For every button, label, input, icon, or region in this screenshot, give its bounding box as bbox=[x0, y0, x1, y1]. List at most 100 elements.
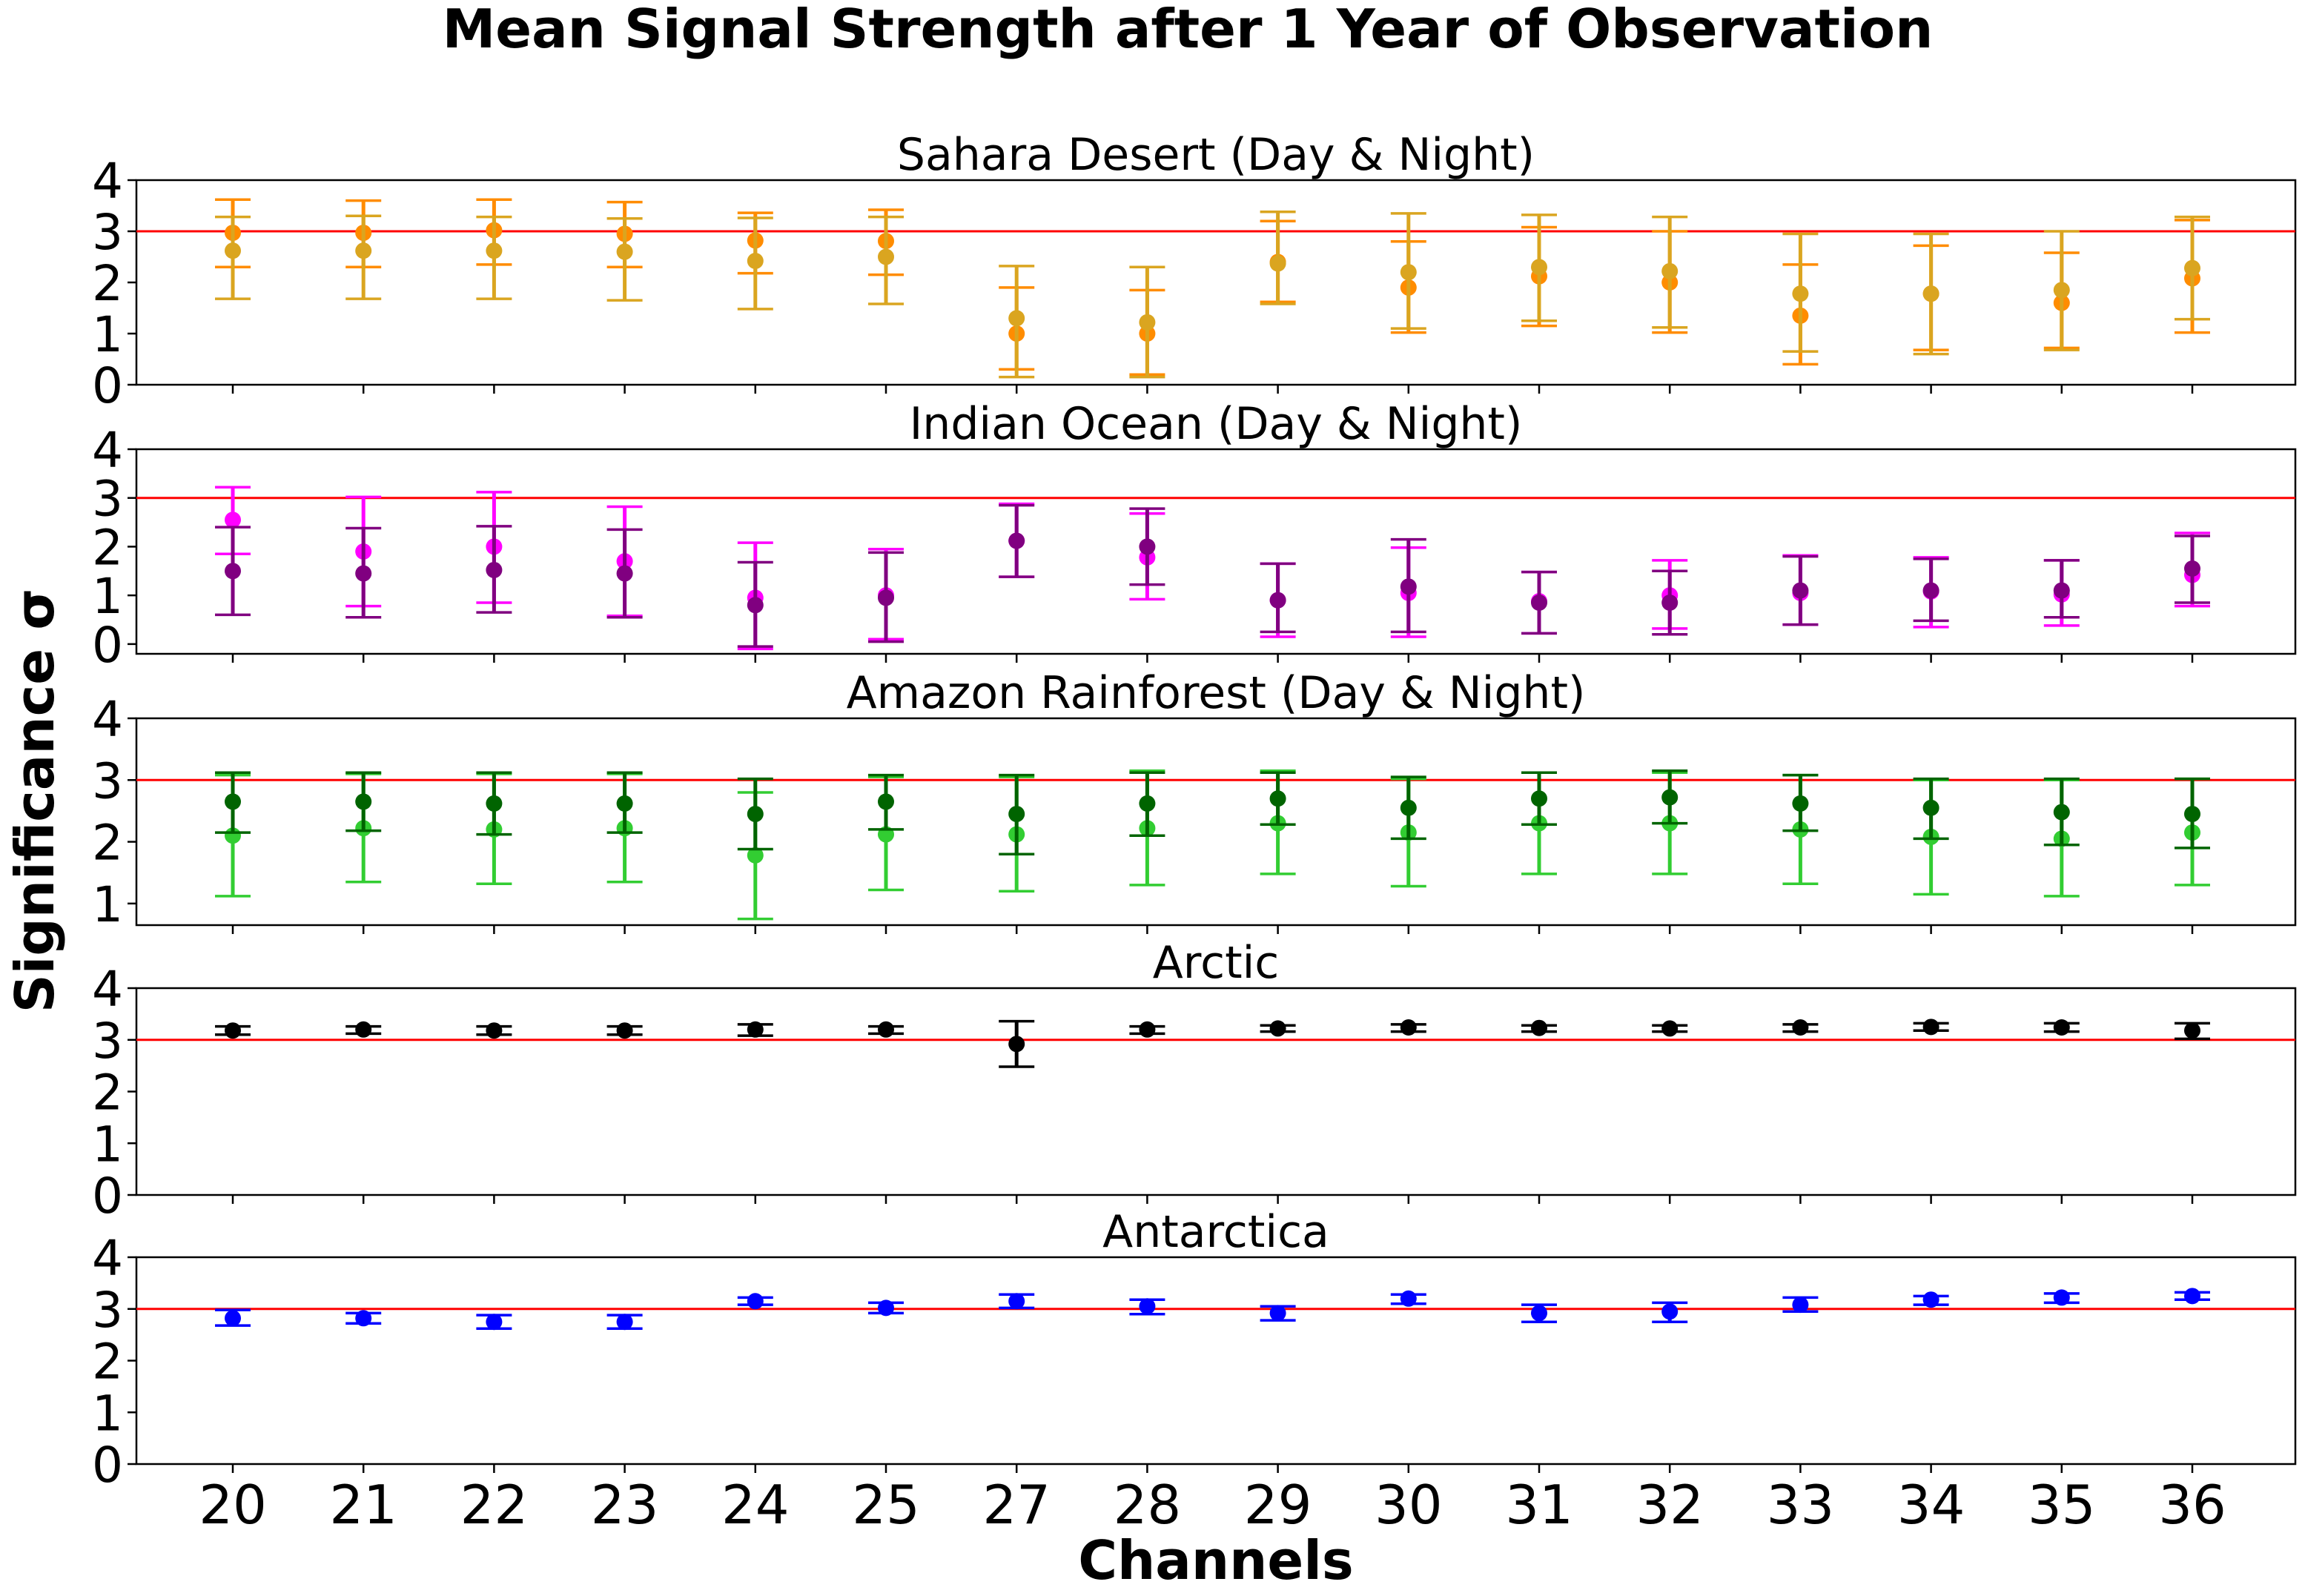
x-tick-label: 33 bbox=[1767, 1474, 1835, 1536]
data-point bbox=[616, 1314, 633, 1331]
y-tick-label: 4 bbox=[92, 691, 123, 748]
y-tick-label: 3 bbox=[92, 471, 123, 528]
panel-3: Amazon Rainforest (Day & Night) 12 34 bbox=[92, 667, 2297, 934]
data-point bbox=[1661, 595, 1679, 611]
data-point bbox=[2053, 582, 2070, 599]
data-point bbox=[1269, 1305, 1286, 1322]
data-point bbox=[1661, 789, 1679, 806]
x-tick-label: 20 bbox=[199, 1474, 267, 1536]
y-tick-label: 3 bbox=[92, 1282, 123, 1339]
x-tick-label: 32 bbox=[1636, 1474, 1704, 1536]
y-tick-label: 0 bbox=[92, 617, 123, 674]
data-point bbox=[1269, 1020, 1286, 1037]
x-tick-label: 29 bbox=[1244, 1474, 1312, 1536]
data-point bbox=[2053, 804, 2070, 821]
data-point bbox=[1139, 314, 1156, 331]
data-point bbox=[747, 597, 764, 614]
data-point bbox=[355, 793, 372, 810]
panel-frame bbox=[135, 448, 2297, 655]
y-tick-label: 0 bbox=[92, 1437, 123, 1494]
data-point bbox=[1008, 806, 1025, 823]
data-point bbox=[747, 1021, 764, 1038]
data-point bbox=[486, 795, 503, 812]
data-point bbox=[1269, 255, 1286, 272]
data-point bbox=[225, 793, 241, 810]
data-point bbox=[1269, 790, 1286, 807]
y-tick-label: 0 bbox=[92, 1168, 123, 1225]
y-tick-label: 1 bbox=[92, 876, 123, 933]
series-1 bbox=[215, 1288, 2210, 1331]
x-tick-label: 36 bbox=[2158, 1474, 2226, 1536]
x-tick-label: 25 bbox=[852, 1474, 920, 1536]
data-point bbox=[1922, 1019, 1939, 1036]
data-point bbox=[2184, 259, 2200, 277]
data-point bbox=[2053, 282, 2070, 299]
data-point bbox=[1792, 582, 1809, 599]
y-tick-label: 4 bbox=[92, 422, 123, 479]
y-tick-label: 1 bbox=[92, 306, 123, 363]
data-point bbox=[1531, 259, 1547, 276]
data-point bbox=[1400, 264, 1417, 281]
data-point bbox=[2053, 1019, 2070, 1036]
x-tick-label: 28 bbox=[1114, 1474, 1182, 1536]
x-tick-label: 22 bbox=[460, 1474, 529, 1536]
panel-title: Sahara Desert (Day & Night) bbox=[897, 129, 1535, 181]
y-tick-label: 1 bbox=[92, 1385, 123, 1442]
data-point bbox=[1531, 1305, 1547, 1322]
data-point bbox=[486, 1314, 503, 1331]
data-point bbox=[1008, 310, 1025, 327]
data-point bbox=[1139, 538, 1156, 555]
series-1 bbox=[215, 769, 2210, 921]
series-1 bbox=[215, 1019, 2210, 1068]
data-point bbox=[225, 1022, 241, 1039]
y-tick-label: 3 bbox=[92, 204, 123, 261]
x-axis-label: Channels bbox=[1078, 1529, 1354, 1592]
data-point bbox=[1792, 285, 1809, 302]
x-tick-label: 31 bbox=[1505, 1474, 1573, 1536]
data-point bbox=[1008, 1293, 1025, 1310]
series-2 bbox=[215, 211, 2210, 379]
x-tick-label: 21 bbox=[329, 1474, 397, 1536]
data-point bbox=[486, 1022, 503, 1039]
data-point bbox=[616, 243, 633, 260]
x-tick-label: 34 bbox=[1897, 1474, 1965, 1536]
data-point bbox=[2184, 806, 2200, 823]
x-tick-label: 27 bbox=[982, 1474, 1051, 1536]
panel-frame bbox=[135, 987, 2297, 1196]
data-point bbox=[355, 565, 372, 582]
data-point bbox=[616, 565, 633, 582]
data-point bbox=[1661, 1020, 1679, 1037]
series-1 bbox=[215, 486, 2210, 651]
data-point bbox=[1922, 285, 1939, 302]
data-point bbox=[878, 1021, 894, 1038]
data-point bbox=[616, 1022, 633, 1039]
data-point bbox=[1661, 262, 1679, 279]
series-2 bbox=[215, 769, 2210, 855]
data-point bbox=[1531, 790, 1547, 807]
data-point bbox=[1531, 595, 1547, 611]
y-tick-label: 4 bbox=[92, 1230, 123, 1287]
y-tick-label: 1 bbox=[92, 568, 123, 625]
data-point bbox=[1922, 799, 1939, 816]
data-point bbox=[1792, 795, 1809, 812]
data-point bbox=[1139, 1298, 1156, 1315]
data-point bbox=[1922, 1291, 1939, 1308]
data-point bbox=[878, 248, 894, 265]
y-tick-label: 2 bbox=[92, 815, 123, 872]
data-point bbox=[1400, 578, 1417, 595]
data-point bbox=[486, 242, 503, 259]
data-point bbox=[878, 589, 894, 606]
series-1 bbox=[215, 198, 2210, 376]
data-point bbox=[1008, 1036, 1025, 1053]
data-point bbox=[1661, 1303, 1679, 1320]
series-2 bbox=[215, 503, 2210, 648]
panel-frame bbox=[135, 1256, 2297, 1466]
x-tick-label: 23 bbox=[591, 1474, 659, 1536]
y-tick-label: 2 bbox=[92, 1064, 123, 1122]
panel-frame bbox=[135, 179, 2297, 386]
data-point bbox=[747, 1293, 764, 1310]
data-point bbox=[225, 563, 241, 580]
